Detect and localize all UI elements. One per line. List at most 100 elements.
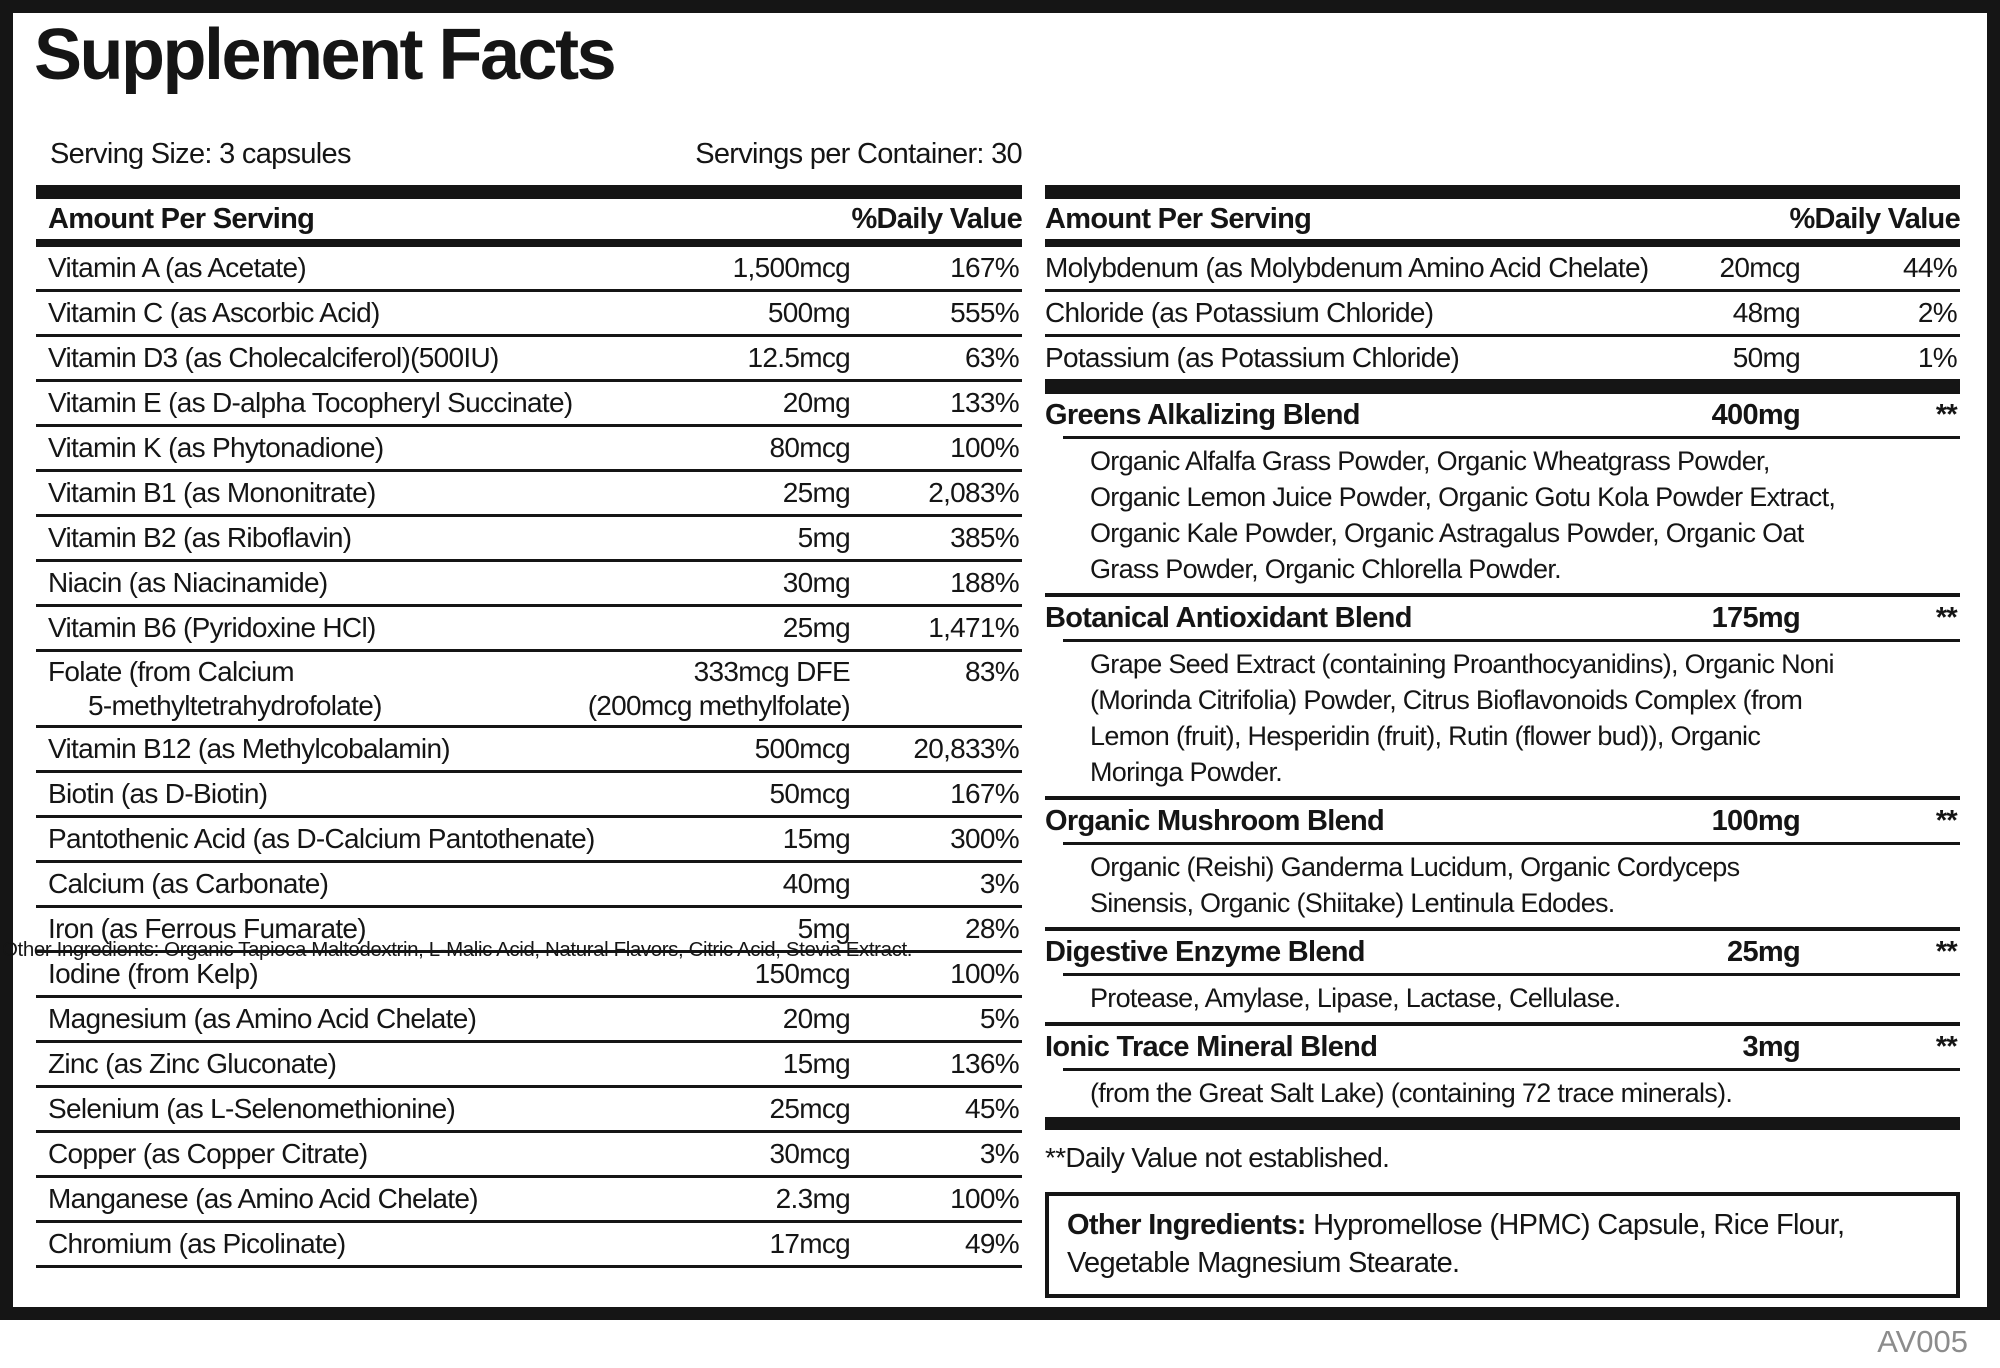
ingredient-daily-value: 167%: [950, 252, 1020, 283]
right-table-rows: Molybdenum (as Molybdenum Amino Acid Che…: [1045, 247, 1960, 382]
blend-description: Grape Seed Extract (containing Proanthoc…: [1090, 649, 1835, 787]
ingredient-amount: 5mg: [797, 522, 851, 553]
blend-header-rule: [1063, 842, 1960, 845]
table-row: Molybdenum (as Molybdenum Amino Acid Che…: [1045, 247, 1960, 292]
servings-per-container-text: Servings per Container: 30: [695, 138, 1022, 170]
ingredient-amount: 500mcg: [754, 733, 851, 764]
ingredient-amount: 333mcg DFE (200mcg methylfolate): [588, 655, 851, 723]
table-row: Vitamin B2 (as Riboflavin) 5mg 385%: [36, 517, 1022, 562]
blend-amount: 400mg: [1711, 398, 1801, 431]
blend-description: Organic Alfalfa Grass Powder, Organic Wh…: [1090, 446, 1836, 584]
ingredient-amount: 20mg: [782, 1003, 851, 1034]
blend-daily-value: **: [1935, 804, 1958, 837]
ingredient-name: Vitamin K (as Phytonadione): [48, 432, 384, 463]
ingredient-daily-value: 136%: [950, 1048, 1020, 1079]
ingredient-amount: 50mcg: [769, 778, 850, 809]
ingredient-name: Molybdenum (as Molybdenum Amino Acid Che…: [1045, 252, 1649, 283]
ingredient-amount: 30mcg: [769, 1138, 850, 1169]
ingredient-daily-value: 1,471%: [928, 612, 1019, 643]
ingredient-name: Zinc (as Zinc Gluconate): [48, 1048, 337, 1079]
header-divider-bar: [1045, 239, 1960, 247]
ingredient-name-line2: 5-methyltetrahydrofolate): [88, 689, 382, 721]
ingredient-amount: 12.5mcg: [747, 342, 851, 373]
ingredient-name: Vitamin C (as Ascorbic Acid): [48, 297, 380, 328]
blend-name: Ionic Trace Mineral Blend: [1045, 1030, 1378, 1063]
table-top-bar: [36, 185, 1022, 199]
table-row: Calcium (as Carbonate) 40mg 3%: [36, 863, 1022, 908]
table-row: Selenium (as L-Selenomethionine) 25mcg 45%: [36, 1088, 1022, 1133]
blend-section-divider: [1045, 1022, 1960, 1026]
header-divider-bar: [36, 239, 1022, 247]
blend-description: (from the Great Salt Lake) (containing 7…: [1090, 1078, 1733, 1108]
blend-header-rule: [1063, 639, 1960, 642]
ingredient-daily-value: 188%: [950, 567, 1020, 598]
blend-section-divider: [1045, 593, 1960, 597]
left-table-header: Amount Per Serving %Daily Value: [36, 199, 1023, 239]
ingredient-name: Pantothenic Acid (as D-Calcium Pantothen…: [48, 823, 595, 854]
table-row: Vitamin A (as Acetate) 1,500mcg 167%: [36, 247, 1022, 292]
blend-header-rule: [1063, 973, 1960, 976]
ingredient-name: Calcium (as Carbonate): [48, 868, 329, 899]
ingredient-daily-value: 3%: [979, 868, 1020, 899]
table-row: Vitamin K (as Phytonadione) 80mcg 100%: [36, 427, 1022, 472]
ingredient-amount: 25mcg: [769, 1093, 850, 1124]
blend-amount: 100mg: [1711, 804, 1801, 837]
blend-name: Greens Alkalizing Blend: [1045, 398, 1360, 431]
other-ingredients-text: Hypromellose (HPMC) Capsule, Rice Flour,…: [1067, 1209, 1845, 1279]
other-ingredients-box: Other Ingredients: Hypromellose (HPMC) C…: [1045, 1192, 1960, 1298]
ingredient-name: Niacin (as Niacinamide): [48, 567, 328, 598]
table-row: Folate (from Calcium 5-methyltetrahydrofo…: [36, 652, 1022, 728]
blend-daily-value: **: [1935, 1030, 1958, 1063]
ingredient-name: Iodine (from Kelp): [48, 958, 259, 989]
ingredient-daily-value: 300%: [950, 823, 1020, 854]
ingredient-amount: 48mg: [1732, 297, 1801, 328]
section-divider-bar: [1045, 1117, 1960, 1130]
blend-header: Organic Mushroom Blend 100mg **: [1045, 800, 1960, 842]
ingredient-name: Chloride (as Potassium Chloride): [1045, 297, 1434, 328]
ingredient-name: Iron (as Ferrous Fumarate): [48, 913, 367, 944]
ingredient-name: Vitamin B12 (as Methylcobalamin): [48, 733, 451, 764]
ingredient-name: Vitamin B6 (Pyridoxine HCl): [48, 612, 376, 643]
table-row: Iron (as Ferrous Fumarate) 5mg 28%: [36, 908, 1022, 953]
table-row: Vitamin B1 (as Mononitrate) 25mg 2,083%: [36, 472, 1022, 517]
ingredient-name: Vitamin A (as Acetate): [48, 252, 307, 283]
ingredient-daily-value: 133%: [950, 387, 1020, 418]
blend-amount: 3mg: [1742, 1030, 1800, 1063]
ingredient-daily-value: 5%: [979, 1003, 1020, 1034]
blend-daily-value: **: [1935, 398, 1958, 431]
table-row: Zinc (as Zinc Gluconate) 15mg 136%: [36, 1043, 1022, 1088]
blend-header-rule: [1063, 436, 1960, 439]
table-row: Potassium (as Potassium Chloride) 50mg 1%: [1045, 337, 1960, 382]
ingredient-name: Vitamin E (as D-alpha Tocopheryl Succina…: [48, 387, 573, 418]
ingredient-name: Vitamin B2 (as Riboflavin): [48, 522, 352, 553]
ingredient-daily-value: 100%: [950, 1183, 1020, 1214]
blend-header: Ionic Trace Mineral Blend 3mg **: [1045, 1026, 1960, 1068]
ingredient-daily-value: 385%: [950, 522, 1020, 553]
ingredient-daily-value: 100%: [950, 432, 1020, 463]
ingredient-amount: 500mg: [767, 297, 851, 328]
right-table-header: Amount Per Serving %Daily Value: [1045, 199, 1961, 239]
page-title: Supplement Facts: [34, 15, 617, 95]
ingredient-amount: 20mcg: [1719, 252, 1800, 283]
blend-amount: 25mg: [1727, 935, 1801, 968]
table-row: Vitamin D3 (as Cholecalciferol)(500IU) 12…: [36, 337, 1022, 382]
blend-name: Organic Mushroom Blend: [1045, 804, 1385, 837]
ingredient-name-line1: Folate (from Calcium: [48, 655, 295, 687]
table-row: Chromium (as Picolinate) 17mcg 49%: [36, 1223, 1022, 1268]
ingredient-name: Potassium (as Potassium Chloride): [1045, 342, 1460, 373]
blend-header: Greens Alkalizing Blend 400mg **: [1045, 394, 1960, 436]
ingredient-name: Selenium (as L-Selenomethionine): [48, 1093, 456, 1124]
serving-info-row: Serving Size: 3 capsules Servings per Co…: [36, 138, 1023, 171]
daily-value-footnote: **Daily Value not established.: [1045, 1142, 1390, 1173]
label-version-code: AV005: [1877, 1324, 1968, 1359]
blend-header: Botanical Antioxidant Blend 175mg **: [1045, 597, 1960, 639]
ingredient-name: Biotin (as D-Biotin): [48, 778, 268, 809]
ingredient-name: Vitamin D3 (as Cholecalciferol)(500IU): [48, 342, 499, 373]
ingredient-daily-value: 20,833%: [913, 733, 1019, 764]
ingredient-daily-value: 100%: [950, 958, 1020, 989]
amount-per-serving-header: Amount Per Serving: [1045, 202, 1312, 235]
ingredient-name: Magnesium (as Amino Acid Chelate): [48, 1003, 477, 1034]
ingredient-daily-value: 2%: [1917, 297, 1958, 328]
ingredient-amount: 15mg: [782, 823, 851, 854]
ingredient-daily-value: 83%: [965, 656, 1020, 687]
